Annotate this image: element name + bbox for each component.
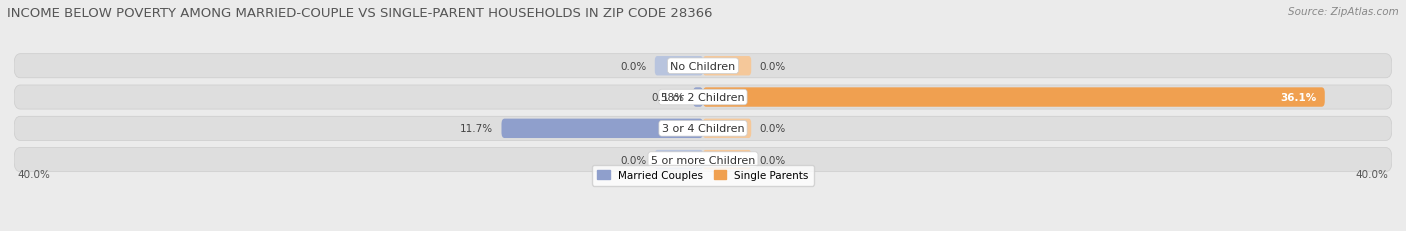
Text: 40.0%: 40.0% <box>17 169 51 179</box>
Text: 11.7%: 11.7% <box>460 124 494 134</box>
Text: INCOME BELOW POVERTY AMONG MARRIED-COUPLE VS SINGLE-PARENT HOUSEHOLDS IN ZIP COD: INCOME BELOW POVERTY AMONG MARRIED-COUPL… <box>7 7 713 20</box>
FancyBboxPatch shape <box>14 148 1392 172</box>
FancyBboxPatch shape <box>502 119 703 138</box>
Text: Source: ZipAtlas.com: Source: ZipAtlas.com <box>1288 7 1399 17</box>
Text: 0.0%: 0.0% <box>620 155 647 165</box>
FancyBboxPatch shape <box>703 88 1324 107</box>
Text: 3 or 4 Children: 3 or 4 Children <box>662 124 744 134</box>
Text: 0.0%: 0.0% <box>759 155 786 165</box>
FancyBboxPatch shape <box>703 57 751 76</box>
Text: 0.0%: 0.0% <box>759 124 786 134</box>
FancyBboxPatch shape <box>655 150 703 170</box>
FancyBboxPatch shape <box>693 88 703 107</box>
FancyBboxPatch shape <box>14 86 1392 109</box>
Text: 0.58%: 0.58% <box>651 93 685 103</box>
FancyBboxPatch shape <box>14 117 1392 141</box>
FancyBboxPatch shape <box>14 55 1392 79</box>
FancyBboxPatch shape <box>703 119 751 138</box>
Legend: Married Couples, Single Parents: Married Couples, Single Parents <box>592 165 814 186</box>
Text: 0.0%: 0.0% <box>759 61 786 71</box>
Text: 36.1%: 36.1% <box>1279 93 1316 103</box>
FancyBboxPatch shape <box>655 57 703 76</box>
Text: 40.0%: 40.0% <box>1355 169 1389 179</box>
Text: 5 or more Children: 5 or more Children <box>651 155 755 165</box>
FancyBboxPatch shape <box>703 150 751 170</box>
Text: 0.0%: 0.0% <box>620 61 647 71</box>
Text: No Children: No Children <box>671 61 735 71</box>
Text: 1 or 2 Children: 1 or 2 Children <box>662 93 744 103</box>
